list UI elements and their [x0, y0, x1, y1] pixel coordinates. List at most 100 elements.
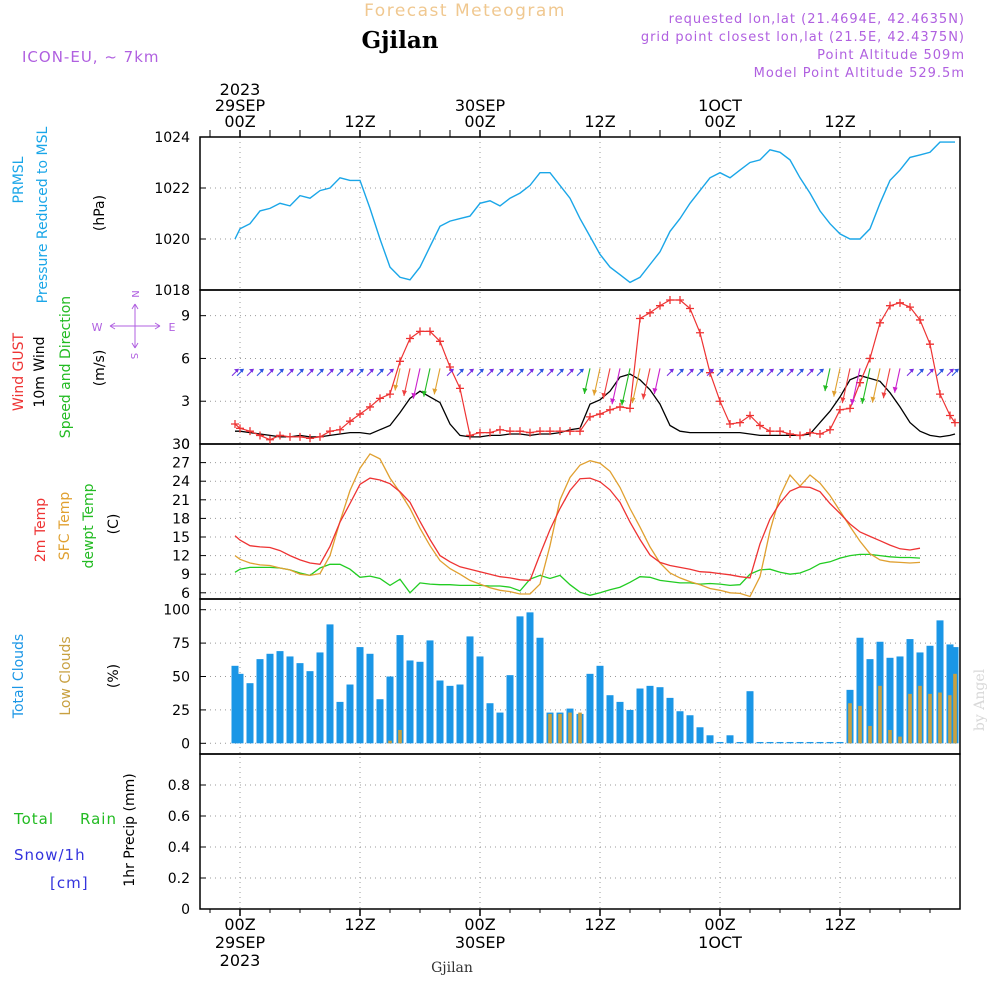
compass-rose: N W E S: [92, 290, 176, 359]
wind-arrowhead: [432, 388, 438, 395]
temperature-ytick-label: 27: [172, 456, 190, 472]
wind-arrowhead: [729, 368, 734, 373]
total-cloud-bar: [456, 684, 464, 744]
location-title: Gjilan: [361, 27, 438, 54]
model-altitude: Model Point Altitude 529.5m: [754, 66, 965, 81]
total-cloud-bar: [246, 683, 254, 744]
wind-10m-label: 10m Wind: [32, 336, 48, 407]
wind-arrowhead: [411, 392, 417, 399]
total-cloud-bar: [376, 699, 384, 744]
wind-gust-marker: [696, 328, 704, 337]
wind-gust-marker: [536, 427, 544, 436]
total-cloud-bar: [386, 676, 394, 744]
low-cloud-bar: [558, 713, 562, 744]
temp-labels: 2m Temp SFC Temp dewpt Temp (C): [33, 483, 122, 568]
wind-arrowhead: [849, 398, 855, 405]
total-cloud-bar: [646, 685, 654, 744]
wind-gust-marker: [286, 432, 294, 441]
low-cloud-bar: [548, 713, 552, 744]
wind-gust-marker: [876, 318, 884, 327]
bottom-time-label: 00Z: [464, 915, 495, 934]
wind-arrowhead: [679, 368, 684, 373]
wind-gust-marker: [516, 427, 524, 436]
total-cloud-bar: [231, 665, 239, 744]
temperature-ytick-label: 6: [181, 586, 190, 602]
wind-arrowhead: [359, 368, 364, 373]
wind-arrowhead: [249, 368, 254, 373]
celsius-unit: (C): [106, 514, 122, 535]
wind-gust-marker: [676, 295, 684, 304]
wind-gust-marker: [576, 427, 584, 436]
total-cloud-bar: [586, 673, 594, 744]
wind-gust-marker: [951, 418, 959, 427]
pressure-line: [234, 141, 955, 284]
top-time-label: 30SEP: [455, 96, 506, 115]
wind-arrowhead: [459, 368, 464, 373]
top-time-label: 00Z: [704, 112, 735, 131]
precip-ytick-label: 0.8: [168, 778, 190, 794]
clouds-ytick-label: 0: [181, 736, 190, 752]
wind-arrowhead: [421, 390, 427, 397]
grid-lines: [200, 136, 960, 910]
total-cloud-bar: [676, 711, 684, 744]
total-cloud-bar: [946, 644, 954, 744]
wind-arrowhead: [401, 390, 407, 397]
bottom-time-label: 2023: [220, 951, 261, 970]
total-cloud-bar: [276, 651, 284, 744]
total-clouds-label: Total Clouds: [11, 634, 27, 719]
total-cloud-bar: [736, 741, 744, 744]
total-cloud-bar: [526, 612, 534, 744]
total-cloud-bar: [746, 691, 754, 744]
bottom-time-label: 12Z: [824, 915, 855, 934]
wind-direction-arrow: [851, 368, 861, 405]
wind-gust-marker: [326, 427, 334, 436]
clouds-ytick-label: 100: [163, 603, 190, 619]
wind-arrowhead: [641, 393, 647, 400]
sfc-temp-line: [234, 453, 921, 598]
wind-gust-marker: [556, 427, 564, 436]
wind-arrowhead: [499, 368, 504, 373]
total-cloud-bar: [346, 684, 354, 744]
total-cloud-bar: [336, 701, 344, 744]
wind-gust-marker: [926, 340, 934, 349]
wind-arrowhead: [339, 368, 344, 373]
wind-gust-marker: [916, 315, 924, 324]
total-cloud-bar: [796, 741, 804, 744]
wind-arrowhead: [860, 397, 866, 404]
total-cloud-bar: [626, 709, 634, 744]
wind-gust-marker: [376, 394, 384, 403]
wind-gust-marker: [566, 427, 574, 436]
total-cloud-bar: [506, 675, 514, 744]
wind-gust-marker: [816, 430, 824, 439]
point-altitude: Point Altitude 509m: [817, 48, 965, 63]
wind-gust-marker: [666, 295, 674, 304]
total-cloud-bar: [446, 685, 454, 744]
total-cloud-bar: [306, 671, 314, 744]
wind-gust-marker: [276, 431, 284, 440]
compass-west: W: [92, 321, 103, 334]
wind-arrowhead: [929, 368, 934, 373]
total-cloud-bar: [826, 741, 834, 744]
chart-title: Forecast Meteogram: [364, 1, 566, 21]
wind-arrowhead: [719, 368, 724, 373]
pressure-ytick-label: 1024: [154, 130, 190, 146]
clouds-ytick-label: 25: [172, 703, 190, 719]
wind-gust-marker: [356, 410, 364, 419]
ms-unit: (m/s): [92, 350, 108, 387]
precip-ytick-label: 0.4: [168, 840, 190, 856]
total-cloud-bar: [866, 659, 874, 744]
low-cloud-bar: [898, 736, 902, 744]
wind-gust-line: [234, 299, 956, 441]
wind-direction-arrow: [631, 368, 641, 404]
low-cloud-bar: [928, 693, 932, 744]
precip-ytick-label: 0.6: [168, 809, 190, 825]
temperature-ytick-label: 9: [181, 567, 190, 583]
wind-ytick-label: 3: [181, 394, 190, 410]
total-cloud-bar: [476, 656, 484, 744]
dewpt-line: [234, 553, 921, 596]
wind-arrowhead: [610, 398, 616, 405]
wind-arrowhead: [239, 368, 244, 373]
wind-gust-marker: [936, 390, 944, 399]
